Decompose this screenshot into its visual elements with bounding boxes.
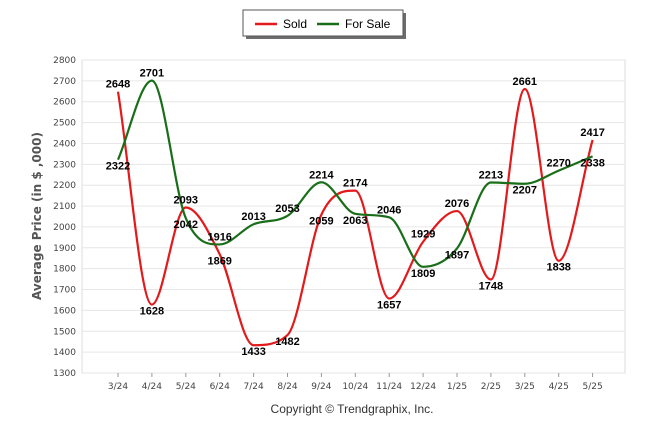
y-tick-label: 1300: [53, 369, 76, 379]
data-label-sold: 2059: [309, 216, 333, 228]
data-label-sold: 2076: [445, 198, 469, 210]
data-label-for-sale: 2207: [513, 185, 537, 197]
data-labels: 2648 2322 1628 2701 2093 2042 1869 1916 1433 2013…: [106, 68, 605, 359]
x-tick-label: 2/25: [481, 382, 501, 392]
y-tick-label: 1800: [53, 265, 76, 275]
y-tick-label: 1900: [53, 244, 76, 254]
data-label-sold: 1869: [207, 255, 231, 267]
x-tick-label: 9/24: [311, 382, 331, 392]
y-tick-label: 2000: [53, 223, 76, 233]
data-label-sold: 1657: [377, 300, 401, 312]
x-tick-label: 4/24: [142, 382, 162, 392]
x-tick-label: 1/25: [447, 382, 467, 392]
y-tick-label: 2100: [53, 202, 76, 212]
x-tick-label: 7/24: [243, 382, 263, 392]
legend-label-sold: Sold: [283, 17, 307, 31]
data-label-sold: 2417: [580, 127, 604, 139]
x-tick-label: 5/25: [582, 382, 602, 392]
data-label-for-sale: 2213: [479, 169, 503, 181]
x-axis-ticks: 3/24 4/24 5/24 6/24 7/24 8/24 9/24 10/24 11/24 12…: [108, 373, 603, 392]
data-label-sold: 2093: [174, 195, 198, 207]
x-tick-label: 10/24: [342, 382, 368, 392]
data-label-sold: 2174: [343, 178, 368, 190]
data-label-for-sale: 2338: [580, 157, 604, 169]
data-label-for-sale: 2270: [546, 158, 570, 170]
copyright-credit: Copyright © Trendgraphix, Inc.: [271, 402, 434, 416]
data-label-sold: 1748: [479, 281, 503, 293]
y-axis-ticks: 1300 1400 1500 1600 1700 1800 1900 2000 2100 2200…: [53, 56, 76, 379]
data-label-for-sale: 1809: [411, 268, 435, 280]
x-tick-label: 5/24: [176, 382, 196, 392]
data-label-sold: 2648: [106, 79, 130, 91]
series-lines: [116, 79, 594, 347]
y-axis-title: Average Price (in $ ,000): [30, 132, 44, 300]
x-tick-label: 3/25: [515, 382, 535, 392]
data-label-sold: 1433: [241, 346, 265, 358]
data-label-for-sale: 2322: [106, 161, 130, 173]
y-tick-label: 1600: [53, 306, 76, 316]
series-line-for-sale: [116, 79, 594, 268]
y-tick-label: 2300: [53, 160, 76, 170]
data-label-for-sale: 2701: [140, 68, 164, 80]
x-tick-label: 6/24: [210, 382, 230, 392]
data-label-sold: 1929: [411, 229, 435, 241]
plot-area: [81, 59, 626, 374]
y-tick-label: 2800: [53, 56, 76, 66]
gridlines: [82, 59, 625, 374]
y-tick-label: 2200: [53, 181, 76, 191]
data-label-for-sale: 2013: [241, 211, 265, 223]
x-tick-label: 4/25: [549, 382, 569, 392]
series-line-sold: [116, 87, 594, 347]
legend-label-for-sale: For Sale: [345, 17, 391, 31]
y-tick-label: 1700: [53, 286, 76, 296]
data-label-sold: 1628: [140, 306, 164, 318]
data-label-for-sale: 2046: [377, 204, 401, 216]
data-label-for-sale: 1897: [445, 249, 469, 261]
data-label-for-sale: 2063: [343, 215, 367, 227]
data-label-sold: 1838: [546, 262, 570, 274]
data-label-for-sale: 2214: [309, 169, 334, 181]
y-tick-label: 2500: [53, 119, 76, 129]
y-tick-label: 1500: [53, 327, 76, 337]
y-tick-label: 2400: [53, 139, 76, 149]
x-tick-label: 8/24: [277, 382, 297, 392]
x-tick-label: 3/24: [108, 382, 128, 392]
x-tick-label: 12/24: [410, 382, 436, 392]
data-label-for-sale: 2042: [174, 219, 198, 231]
y-tick-label: 2600: [53, 98, 76, 108]
data-label-sold: 1482: [275, 336, 299, 348]
data-label-for-sale: 2053: [275, 203, 299, 215]
y-tick-label: 1400: [53, 348, 76, 358]
legend: Sold For Sale: [242, 9, 406, 39]
data-label-sold: 2661: [513, 76, 537, 88]
y-tick-label: 2700: [53, 77, 76, 87]
data-label-for-sale: 1916: [207, 231, 231, 243]
x-tick-label: 11/24: [376, 382, 402, 392]
